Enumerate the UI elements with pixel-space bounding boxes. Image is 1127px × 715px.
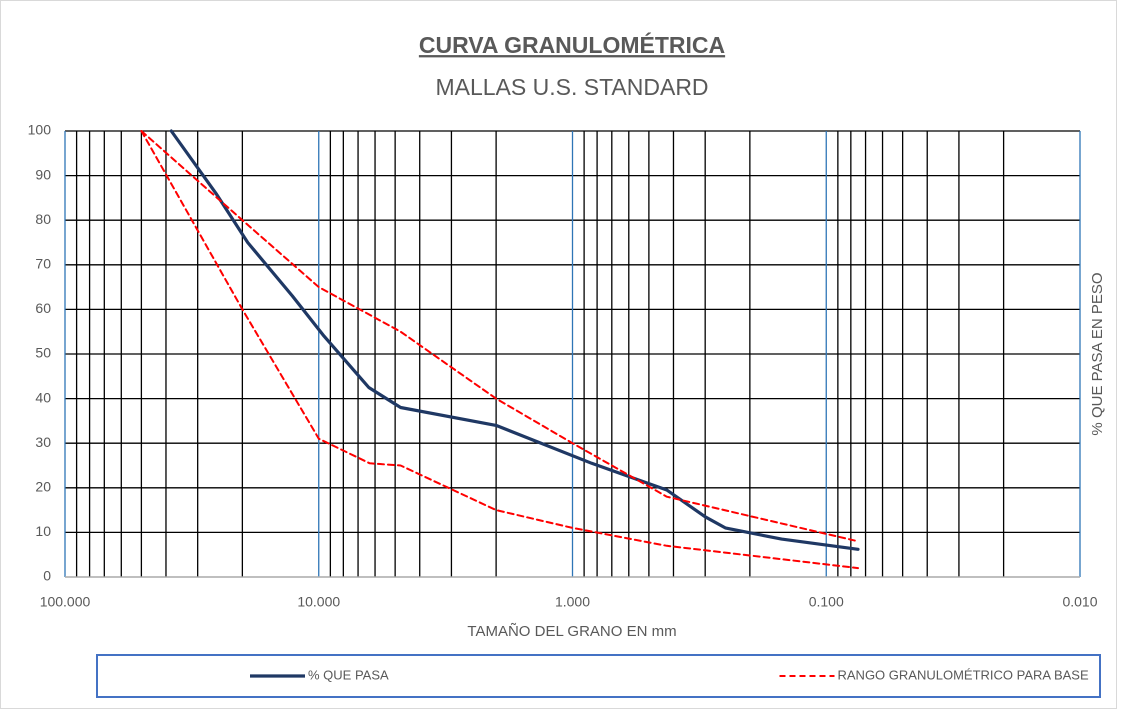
y-tick-label: 70 <box>35 256 51 272</box>
series-line <box>169 129 860 551</box>
series-line <box>140 130 859 543</box>
x-tick-label: 1.000 <box>555 594 590 610</box>
x-tick-label: 10.000 <box>297 594 340 610</box>
y-tick-label: 100 <box>28 122 52 138</box>
x-axis-label: TAMAÑO DEL GRANO EN mm <box>467 623 676 640</box>
y-tick-label: 0 <box>43 568 51 584</box>
y-axis-label: % QUE PASA EN PESO <box>1089 272 1106 435</box>
y-tick-label: 40 <box>35 389 51 405</box>
y-tick-label: 50 <box>35 345 51 361</box>
y-tick-label: 60 <box>35 300 51 316</box>
legend-label: RANGO GRANULOMÉTRICO PARA BASE <box>838 667 1089 682</box>
legend-box <box>96 654 1101 698</box>
y-tick-label: 20 <box>35 479 51 495</box>
chart-subtitle: MALLAS U.S. STANDARD <box>435 74 708 100</box>
x-tick-label: 0.100 <box>809 594 844 610</box>
chart-title: CURVA GRANULOMÉTRICA <box>419 31 725 58</box>
series-line <box>140 130 859 570</box>
y-tick-label: 80 <box>35 211 51 227</box>
y-tick-label: 30 <box>35 434 51 450</box>
x-tick-label: 100.000 <box>40 594 91 610</box>
legend-label: % QUE PASA <box>308 667 389 682</box>
y-tick-label: 10 <box>35 523 51 539</box>
x-tick-label: 0.010 <box>1062 594 1097 610</box>
y-tick-label: 90 <box>35 166 51 182</box>
